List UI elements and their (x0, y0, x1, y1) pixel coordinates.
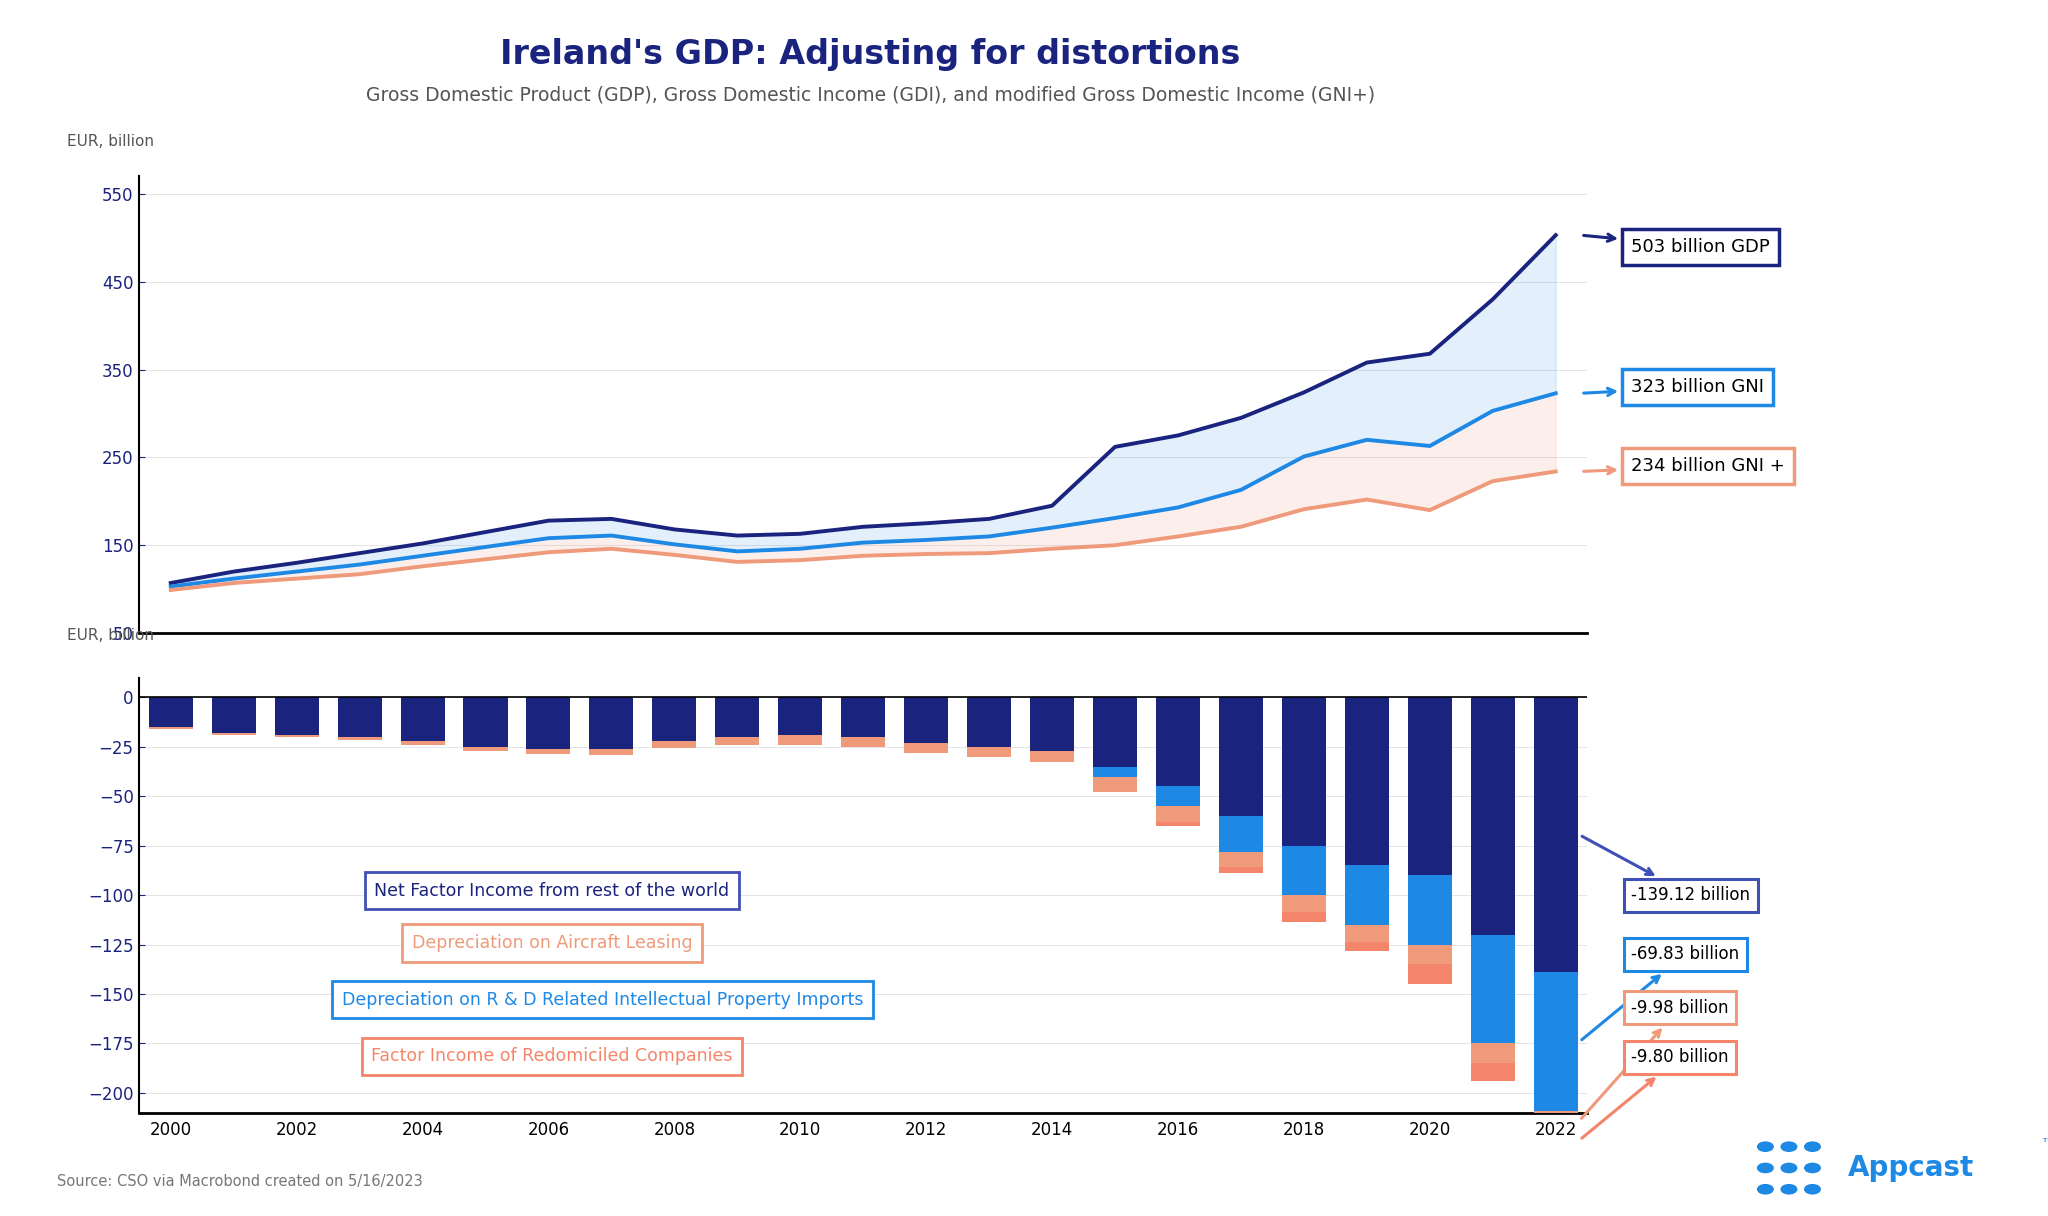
Text: Depreciation on Aircraft Leasing: Depreciation on Aircraft Leasing (412, 934, 692, 952)
Bar (1407, 964, 1452, 984)
Bar (590, 749, 633, 755)
Text: EUR, billion: EUR, billion (68, 134, 154, 148)
Bar (1282, 698, 1325, 845)
Bar (1282, 895, 1325, 912)
Bar (1407, 876, 1452, 945)
Text: Depreciation on R & D Related Intellectual Property Imports: Depreciation on R & D Related Intellectu… (342, 991, 864, 1008)
Bar (1282, 912, 1325, 922)
Text: EUR, billion: EUR, billion (68, 627, 154, 643)
Text: Net Factor Income from rest of the world: Net Factor Income from rest of the world (375, 882, 729, 900)
Bar (338, 737, 381, 739)
Text: ™: ™ (2040, 1137, 2048, 1152)
Bar (842, 698, 885, 737)
Bar (526, 749, 571, 754)
Bar (1407, 945, 1452, 964)
Text: Appcast: Appcast (1847, 1154, 1974, 1182)
Text: 323 billion GNI: 323 billion GNI (1583, 378, 1763, 396)
Bar (1534, 1131, 1577, 1149)
Text: -139.12 billion: -139.12 billion (1583, 837, 1751, 905)
Bar (653, 698, 696, 741)
Bar (903, 743, 948, 753)
Bar (1534, 973, 1577, 1110)
Bar (1470, 1063, 1516, 1081)
Bar (274, 698, 319, 734)
Bar (1219, 816, 1264, 851)
Bar (401, 741, 444, 745)
Bar (401, 698, 444, 741)
Text: -69.83 billion: -69.83 billion (1581, 946, 1739, 1040)
Bar (715, 737, 760, 745)
Bar (653, 741, 696, 748)
Bar (274, 734, 319, 737)
Bar (1346, 698, 1389, 866)
Bar (338, 698, 381, 737)
Bar (1155, 698, 1200, 787)
Bar (1470, 1043, 1516, 1063)
Bar (1346, 866, 1389, 925)
Bar (778, 734, 823, 745)
Bar (715, 698, 760, 737)
Bar (903, 698, 948, 743)
Bar (842, 737, 885, 747)
Text: Factor Income of Redomiciled Companies: Factor Income of Redomiciled Companies (371, 1047, 733, 1065)
Bar (463, 747, 508, 750)
Bar (967, 698, 1012, 747)
Bar (1155, 822, 1200, 826)
Bar (1030, 698, 1073, 750)
Bar (1346, 941, 1389, 951)
Bar (1470, 698, 1516, 935)
Bar (1094, 777, 1137, 793)
Bar (1094, 766, 1137, 777)
Bar (1219, 851, 1264, 867)
Text: Source: CSO via Macrobond created on 5/16/2023: Source: CSO via Macrobond created on 5/1… (57, 1175, 424, 1189)
Bar (1534, 698, 1577, 973)
Bar (1282, 845, 1325, 895)
Text: -9.98 billion: -9.98 billion (1581, 998, 1729, 1119)
Text: Ireland's GDP: Adjusting for distortions: Ireland's GDP: Adjusting for distortions (500, 38, 1241, 72)
Bar (211, 733, 256, 734)
Bar (1155, 787, 1200, 806)
Bar (1470, 935, 1516, 1043)
Bar (1407, 698, 1452, 876)
Text: Gross Domestic Product (GDP), Gross Domestic Income (GDI), and modified Gross Do: Gross Domestic Product (GDP), Gross Dome… (367, 85, 1374, 105)
Bar (1094, 698, 1137, 766)
Bar (1155, 806, 1200, 822)
Text: -9.80 billion: -9.80 billion (1581, 1048, 1729, 1138)
Bar (1219, 867, 1264, 873)
Bar (463, 698, 508, 747)
Bar (778, 698, 823, 734)
Bar (590, 698, 633, 749)
Bar (1219, 698, 1264, 816)
Bar (211, 698, 256, 733)
Bar (150, 727, 193, 730)
Bar (967, 747, 1012, 756)
Bar (1346, 925, 1389, 941)
Text: 503 billion GDP: 503 billion GDP (1583, 235, 1769, 255)
Bar (526, 698, 571, 749)
Bar (150, 698, 193, 727)
Text: 234 billion GNI +: 234 billion GNI + (1583, 457, 1786, 475)
Bar (1030, 750, 1073, 761)
Bar (1534, 1110, 1577, 1131)
